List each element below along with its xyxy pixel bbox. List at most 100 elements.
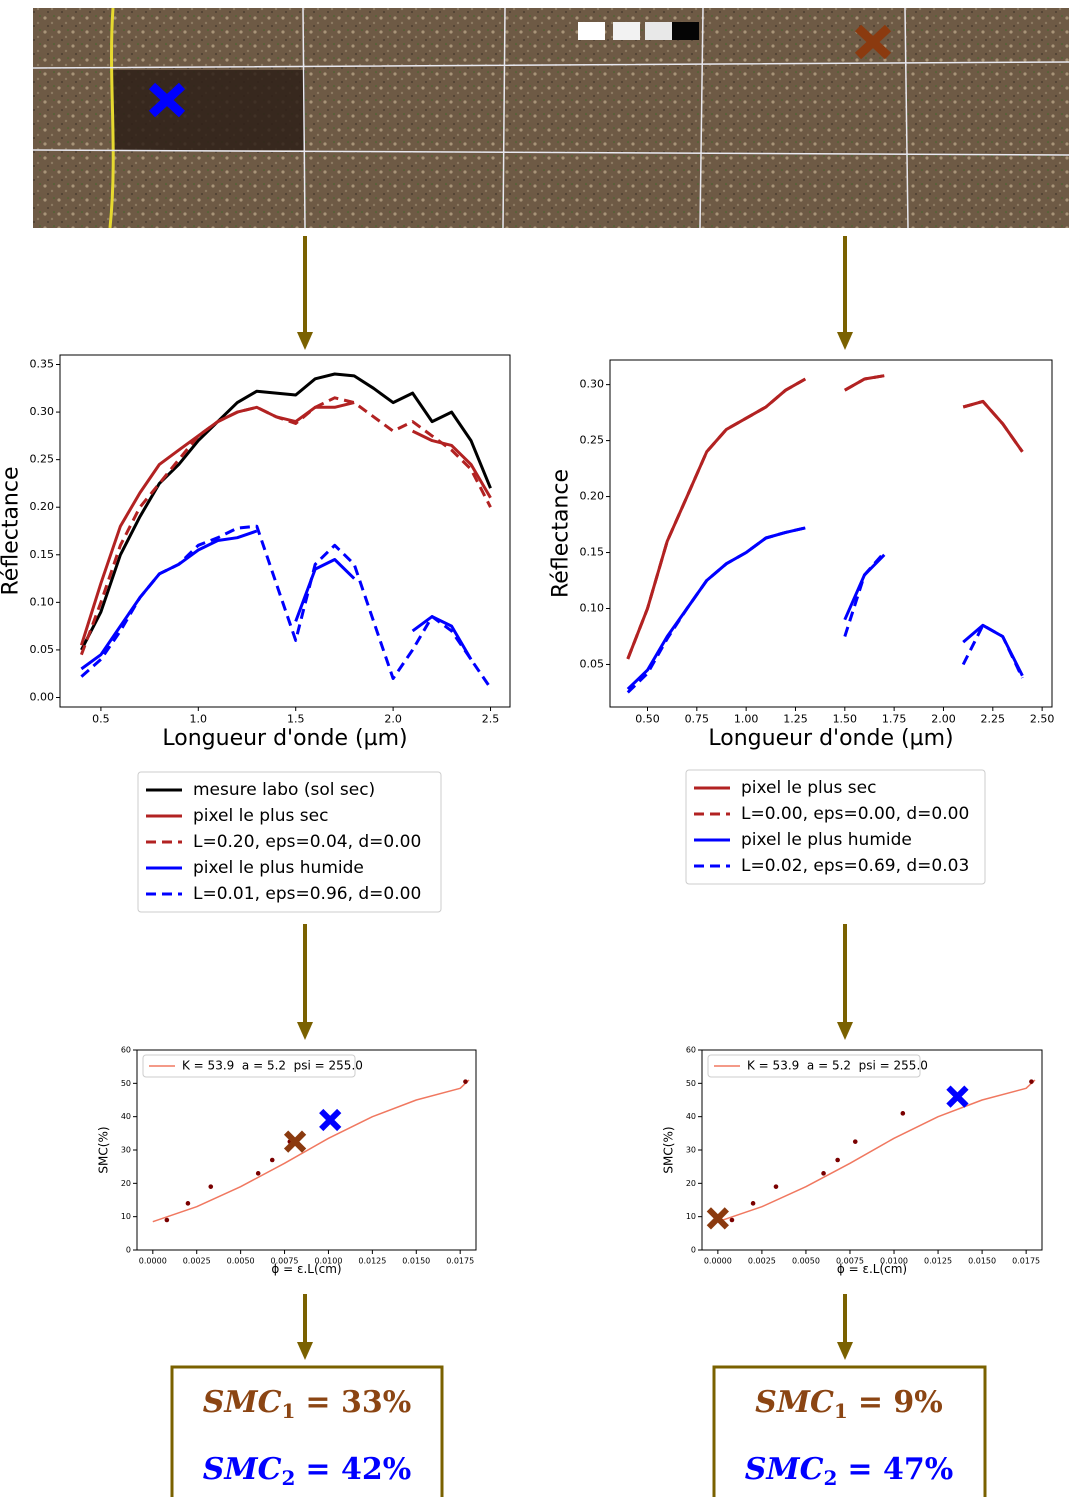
legend-label: K = 53.9 a = 5.2 psi = 255.0	[747, 1059, 928, 1073]
x-tick-label: 2.50	[1030, 713, 1055, 726]
y-tick-label: 0.30	[30, 405, 55, 418]
cross-marker	[319, 1108, 342, 1132]
x-tick-label: 0.0175	[446, 1256, 474, 1265]
x-tick-label: 0.0100	[880, 1256, 908, 1265]
y-tick-label: 0.10	[580, 601, 605, 614]
y-tick-label: 50	[686, 1079, 696, 1088]
data-point	[255, 1171, 261, 1176]
y-tick-label: 0.15	[580, 546, 605, 559]
y-tick-label: 60	[686, 1046, 696, 1055]
result-value: = 33%	[305, 1385, 411, 1420]
data-point	[185, 1201, 191, 1206]
data-point	[835, 1157, 840, 1163]
legend-label: K = 53.9 a = 5.2 psi = 255.0	[182, 1059, 363, 1073]
x-axis-label: Longueur d'onde (µm)	[162, 726, 407, 751]
series-line	[626, 526, 1024, 694]
y-tick-label: 0	[691, 1246, 696, 1255]
data-point	[729, 1217, 735, 1223]
plot-frame	[609, 359, 1053, 708]
legend-box	[137, 771, 442, 913]
y-tick-label: 60	[121, 1046, 131, 1055]
data-point	[208, 1184, 214, 1189]
y-tick-label: 0	[126, 1246, 131, 1255]
x-tick-label: 0.0050	[792, 1256, 820, 1265]
y-axis-label: Réflectance	[0, 466, 24, 595]
x-tick-label: 0.0000	[139, 1256, 167, 1265]
result-box	[712, 1365, 987, 1497]
plot-frame	[59, 354, 511, 708]
y-tick-label: 0.00	[30, 690, 55, 703]
y-axis-label: SMC(%)	[96, 1126, 110, 1173]
data-point	[164, 1217, 170, 1223]
series-line	[152, 1079, 470, 1223]
x-tick-label: 1.50	[833, 713, 858, 726]
x-tick-label: 1.25	[783, 713, 808, 726]
result-value: = 9%	[858, 1385, 943, 1420]
legend-label: mesure labo (sol sec)	[193, 780, 375, 800]
result-equation: SMC1 = 33%	[203, 1385, 412, 1423]
x-tick-label: 0.0125	[924, 1256, 952, 1265]
legend-label: pixel le plus humide	[741, 830, 912, 850]
x-tick-label: 0.0000	[704, 1256, 732, 1265]
y-tick-label: 0.15	[30, 548, 55, 561]
x-tick-label: 0.0050	[227, 1256, 255, 1265]
x-tick-label: 1.00	[734, 713, 759, 726]
y-tick-label: 20	[121, 1179, 131, 1188]
y-tick-label: 0.05	[580, 657, 605, 670]
legend-label: pixel le plus sec	[741, 778, 876, 798]
y-tick-label: 30	[121, 1146, 131, 1155]
cross-marker	[706, 1207, 729, 1230]
y-tick-label: 20	[686, 1179, 696, 1188]
result-variable: SMC	[755, 1385, 834, 1420]
data-point	[750, 1201, 756, 1206]
cross-marker	[283, 1130, 307, 1153]
legend-label: L=0.00, eps=0.00, d=0.00	[741, 804, 969, 824]
x-tick-label: 0.75	[685, 713, 710, 726]
x-tick-label: 0.0075	[836, 1256, 864, 1265]
legend-box	[707, 1054, 921, 1078]
result-subscript: 1	[834, 1399, 848, 1423]
result-subscript: 2	[823, 1466, 837, 1490]
x-tick-label: 1.0	[190, 713, 208, 726]
x-tick-label: 0.0125	[358, 1256, 386, 1265]
y-tick-label: 10	[121, 1212, 131, 1221]
legend-label: L=0.02, eps=0.69, d=0.03	[741, 856, 969, 876]
y-tick-label: 30	[686, 1146, 696, 1155]
x-tick-label: 2.25	[981, 713, 1006, 726]
y-tick-label: 0.25	[30, 453, 55, 466]
y-axis-label: Réflectance	[549, 469, 574, 598]
x-tick-label: 0.0150	[402, 1256, 430, 1265]
data-point	[1029, 1079, 1034, 1084]
x-tick-label: 0.0075	[271, 1256, 299, 1265]
result-value: = 42%	[305, 1452, 411, 1487]
series-line	[717, 1079, 1036, 1223]
result-equation: SMC2 = 47%	[745, 1452, 954, 1490]
y-tick-label: 0.20	[580, 490, 605, 503]
y-tick-label: 10	[686, 1212, 696, 1221]
legend-label: L=0.01, eps=0.96, d=0.00	[193, 884, 421, 904]
y-tick-label: 0.25	[580, 434, 605, 447]
result-variable: SMC	[203, 1452, 282, 1487]
result-variable: SMC	[203, 1385, 282, 1420]
y-tick-label: 0.35	[30, 358, 55, 371]
x-tick-label: 2.5	[482, 713, 500, 726]
x-tick-label: 0.50	[635, 713, 660, 726]
x-tick-label: 0.0175	[1012, 1256, 1040, 1265]
y-tick-label: 0.10	[30, 595, 55, 608]
x-tick-label: 2.0	[384, 713, 402, 726]
x-tick-label: 1.75	[882, 713, 907, 726]
x-tick-label: 0.0025	[183, 1256, 211, 1265]
x-tick-label: 2.00	[931, 713, 956, 726]
result-equation: SMC2 = 42%	[203, 1452, 412, 1490]
result-subscript: 1	[281, 1399, 295, 1423]
data-point	[900, 1111, 906, 1116]
cross-marker	[946, 1085, 969, 1108]
y-tick-label: 0.30	[580, 378, 605, 391]
result-equation: SMC1 = 9%	[755, 1385, 943, 1423]
x-axis-label: ϕ = ε.L(cm)	[837, 1262, 907, 1276]
y-axis-label: SMC(%)	[661, 1126, 675, 1173]
legend-box	[685, 769, 986, 885]
y-tick-label: 0.05	[30, 643, 55, 656]
y-tick-label: 0.20	[30, 500, 55, 513]
